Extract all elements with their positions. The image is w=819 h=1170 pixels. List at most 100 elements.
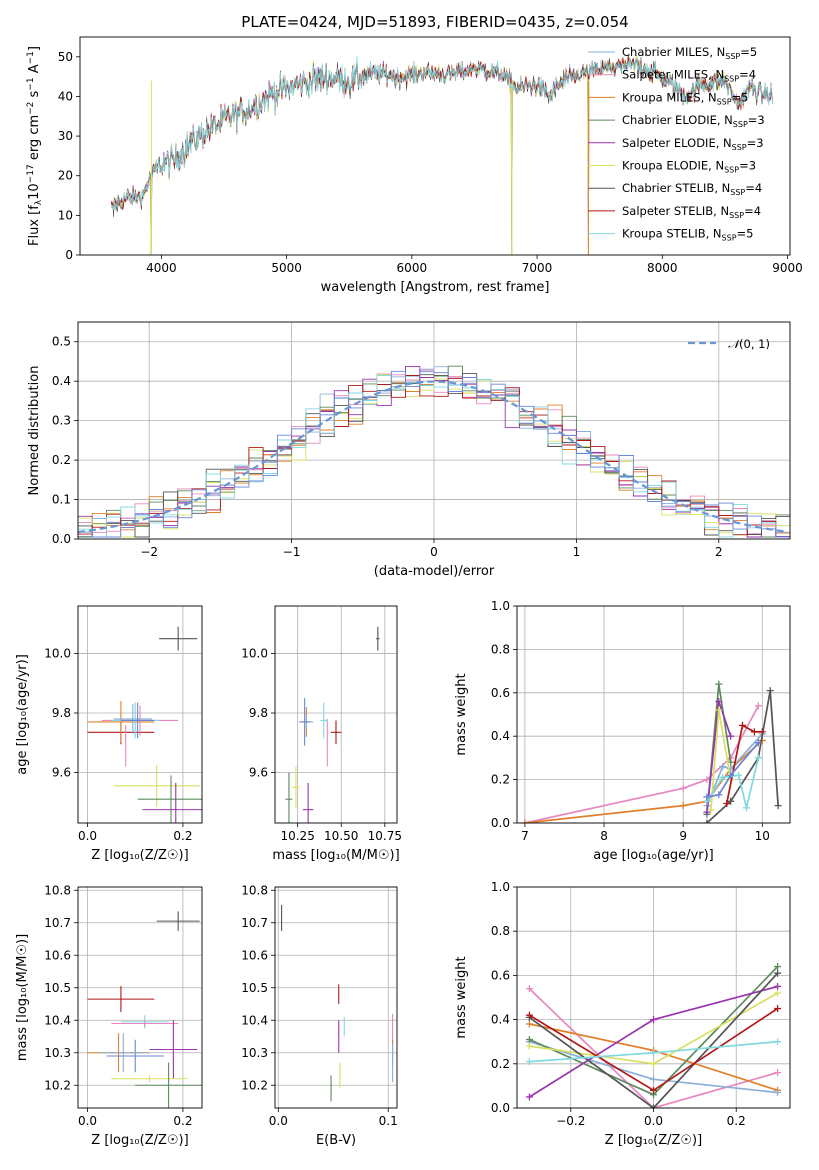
y-tick-label: 0.3 <box>52 414 71 428</box>
legend-entry: Salpeter STELIB, NSSP=4 <box>622 204 761 220</box>
series-marker <box>521 819 529 823</box>
plot-area <box>285 626 380 823</box>
y-axis-label: mass [log₁₀(M/M☉)] <box>15 934 30 1061</box>
y-tick-label: 50 <box>58 50 73 64</box>
legend: 𝒩(0, 1) <box>688 337 770 351</box>
legend-entry: Kroupa MILES, NSSP=5 <box>622 90 749 106</box>
series-marker <box>774 1005 782 1013</box>
series-marker <box>766 687 774 695</box>
y-tick-label: 10.3 <box>44 1046 71 1060</box>
series-marker <box>754 754 762 762</box>
series-marker <box>739 721 747 729</box>
histogram-blue <box>78 370 790 539</box>
chart-title: PLATE=0424, MJD=51893, FIBERID=0435, z=0… <box>241 13 628 31</box>
plot-area <box>87 626 202 823</box>
y-axis-label: age [log₁₀(age/yr)] <box>15 654 30 775</box>
series-line <box>725 724 763 804</box>
y-tick-label: 1.0 <box>491 880 510 894</box>
y-tick-label: 10.0 <box>241 647 268 661</box>
legend-entry: Kroupa ELODIE, NSSP=3 <box>622 159 756 175</box>
axes-frame <box>77 886 203 1109</box>
series-marker <box>525 1093 533 1101</box>
y-tick-label: 0.2 <box>491 1057 510 1071</box>
y-tick-label: 10.0 <box>44 647 71 661</box>
series-marker <box>525 1035 533 1043</box>
series-marker <box>758 728 766 736</box>
legend-entry: Kroupa STELIB, NSSP=5 <box>622 227 753 243</box>
series-marker <box>719 773 727 781</box>
series-marker <box>679 784 687 792</box>
y-tick-label: 0.6 <box>491 686 510 700</box>
y-tick-label: 0.4 <box>52 374 71 388</box>
y-tick-label: 20 <box>58 169 73 183</box>
series-marker <box>525 1042 533 1050</box>
series-line <box>528 988 778 1108</box>
y-tick-label: 10.4 <box>44 1013 71 1027</box>
x-tick-label: 0.0 <box>644 1114 663 1128</box>
series-marker <box>707 806 715 814</box>
grid-lines <box>517 605 790 824</box>
plot-area <box>78 365 790 539</box>
y-tick-label: 30 <box>58 129 73 143</box>
x-tick-label: −2 <box>140 545 158 559</box>
x-tick-label: 7 <box>521 829 529 843</box>
series-marker <box>650 1016 657 1024</box>
chart-mass-vs-Z: 0.0 0.2 10.2 10.3 10.4 10.5 10.6 10.7 10.8 Z [log… <box>15 883 203 1148</box>
y-axis-label: mass weight <box>454 956 469 1038</box>
grid-lines <box>517 886 790 1109</box>
y-tick-label: 10.2 <box>241 1078 268 1092</box>
axes-frame <box>274 605 398 824</box>
chart-age-vs-Z: 0.0 0.2 9.6 9.8 10.0 Z [log₁₀(Z/Z☉)] age [log₁… <box>15 605 203 863</box>
series-marker <box>703 793 711 801</box>
x-axis-label: E(B-V) <box>316 1133 356 1148</box>
plot-area <box>110 53 773 255</box>
chart-mass-vs-ebv: 0.0 0.1 10.2 10.3 10.4 10.5 10.6 10.7 10.8 E(B-V) <box>241 883 397 1148</box>
series-marker <box>650 1049 657 1057</box>
y-tick-label: 0.0 <box>491 1101 510 1115</box>
y-tick-label: 10.5 <box>44 981 71 995</box>
y-tick-label: 0.2 <box>491 773 510 787</box>
x-axis-label: Z [log₁₀(Z/Z☉)] <box>605 1133 702 1148</box>
x-tick-label: −0.2 <box>556 1114 585 1128</box>
y-axis-label: Normed distribution <box>27 366 42 496</box>
series-line <box>706 742 759 798</box>
series-marker <box>715 706 723 714</box>
series-marker <box>774 982 782 990</box>
x-tick-label: 0.1 <box>379 1114 398 1128</box>
grid-lines <box>275 887 397 1108</box>
x-tick-label: 0.2 <box>173 829 192 843</box>
series-marker <box>650 1075 657 1083</box>
grid-lines <box>78 887 202 1108</box>
y-tick-label: 9.8 <box>249 706 268 720</box>
series-marker <box>525 1011 533 1019</box>
series-marker <box>525 1020 533 1028</box>
y-tick-label: 10.6 <box>241 948 268 962</box>
series-line <box>706 733 763 806</box>
y-tick-label: 0.8 <box>491 642 510 656</box>
legend-entry: Chabrier MILES, NSSP=5 <box>622 45 757 61</box>
x-tick-label: 1 <box>573 545 581 559</box>
y-tick-label: 9.6 <box>52 765 71 779</box>
series-marker <box>525 1058 533 1066</box>
series-marker <box>774 1038 782 1046</box>
x-axis-label: age [log₁₀(age/yr)] <box>593 848 714 863</box>
series-marker <box>774 1089 782 1097</box>
y-tick-label: 10.2 <box>44 1078 71 1092</box>
x-tick-label: 10.50 <box>324 829 358 843</box>
x-tick-label: 0.0 <box>269 1114 288 1128</box>
x-tick-label: 2 <box>715 545 723 559</box>
x-axis-label: Z [log₁₀(Z/Z☉)] <box>91 848 188 863</box>
series-marker <box>742 804 750 812</box>
chart-weight-vs-age: 7 8 9 10 0.0 0.2 0.4 0.6 0.8 1.0 age [log₁₀(age/yr… <box>454 599 791 863</box>
axes-frame <box>79 36 791 256</box>
spectrum-line-kroupa-stelib <box>110 56 773 211</box>
y-tick-label: 40 <box>58 89 73 103</box>
legend-entry: Chabrier ELODIE, NSSP=3 <box>622 113 765 129</box>
y-tick-label: 10.7 <box>44 916 71 930</box>
axes-frame <box>274 886 398 1109</box>
series-marker <box>715 697 723 705</box>
y-tick-label: 10.4 <box>241 1013 268 1027</box>
series-marker <box>774 802 782 810</box>
y-tick-label: 0.6 <box>491 968 510 982</box>
y-tick-label: 10.7 <box>241 916 268 930</box>
